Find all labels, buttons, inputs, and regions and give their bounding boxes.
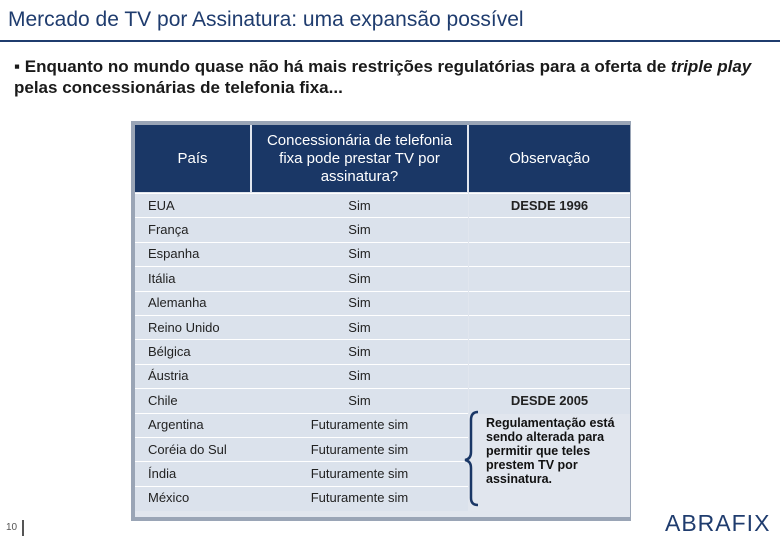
country-cell: Índia (148, 466, 177, 482)
table-row (135, 363, 468, 390)
intro-text: pelas concessionárias de telefonia fixa.… (14, 78, 343, 97)
table-row (469, 363, 630, 390)
page-divider (22, 520, 24, 536)
table-row (469, 339, 630, 365)
logo: ABRAFIX (665, 510, 771, 536)
table-row (135, 437, 468, 463)
table-row (135, 339, 468, 365)
slide-title: Mercado de TV por Assinatura: uma expans… (8, 8, 524, 31)
answer-cell: Sim (348, 246, 371, 262)
intro-bullet: ▪ Enquanto no mundo quase não há mais re… (14, 57, 752, 97)
country-cell: Chile (148, 392, 178, 408)
country-cell: Argentina (148, 417, 204, 433)
observation-cell: DESDE 2005 (510, 392, 589, 408)
intro-text: Enquanto no mundo quase não há mais rest… (24, 57, 671, 76)
table-row (135, 485, 468, 512)
table-row (469, 388, 630, 414)
table-row (135, 266, 468, 292)
country-cell: Bélgica (148, 344, 191, 360)
header-cell: Observação (469, 125, 630, 192)
answer-cell: Sim (348, 295, 371, 311)
intro-emphasis: triple play (670, 57, 752, 76)
country-cell: Alemanha (148, 295, 207, 311)
answer-cell: Sim (348, 392, 371, 408)
page-number: 10 (6, 522, 18, 533)
table-row (135, 193, 468, 219)
table: País Concessionária de telefonia fixa pod… (135, 125, 630, 517)
table-row (135, 217, 468, 243)
country-cell: Itália (148, 270, 176, 286)
table-row (135, 412, 468, 438)
answer-cell: Futuramente sim (310, 417, 409, 433)
header-cell: Concessionária de telefonia fixa pode pr… (252, 125, 467, 192)
table-row (469, 241, 630, 268)
group-note: Regulamentação está sendo alterada para … (486, 416, 615, 486)
answer-cell: Futuramente sim (310, 441, 409, 457)
country-cell: Espanha (148, 246, 200, 262)
table-row (469, 290, 630, 316)
answer-cell: Sim (348, 319, 371, 335)
table-row (135, 461, 468, 487)
answer-cell: Sim (348, 197, 371, 213)
answer-cell: Futuramente sim (310, 466, 409, 482)
country-cell: Coréia do Sul (148, 441, 227, 457)
country-cell: EUA (148, 197, 175, 213)
table-row (135, 241, 468, 268)
country-cell: Reino Unido (148, 319, 220, 335)
observation-cell: DESDE 1996 (510, 197, 589, 213)
header-cell: País (135, 125, 250, 192)
answer-cell: Sim (348, 222, 371, 238)
country-cell: França (148, 222, 189, 238)
table-row (135, 290, 468, 316)
answer-cell: Sim (348, 368, 371, 384)
table-row (135, 315, 468, 341)
title-rule (0, 40, 780, 42)
table-row (469, 266, 630, 292)
country-cell: México (148, 490, 190, 506)
answer-cell: Sim (348, 270, 371, 286)
answer-cell: Futuramente sim (310, 490, 409, 506)
country-cell: Áustria (148, 368, 189, 384)
answer-cell: Sim (348, 344, 371, 360)
table-row (135, 388, 468, 414)
table-row (469, 315, 630, 341)
brace (464, 410, 479, 507)
table-row (469, 193, 630, 219)
table-row (469, 217, 630, 243)
